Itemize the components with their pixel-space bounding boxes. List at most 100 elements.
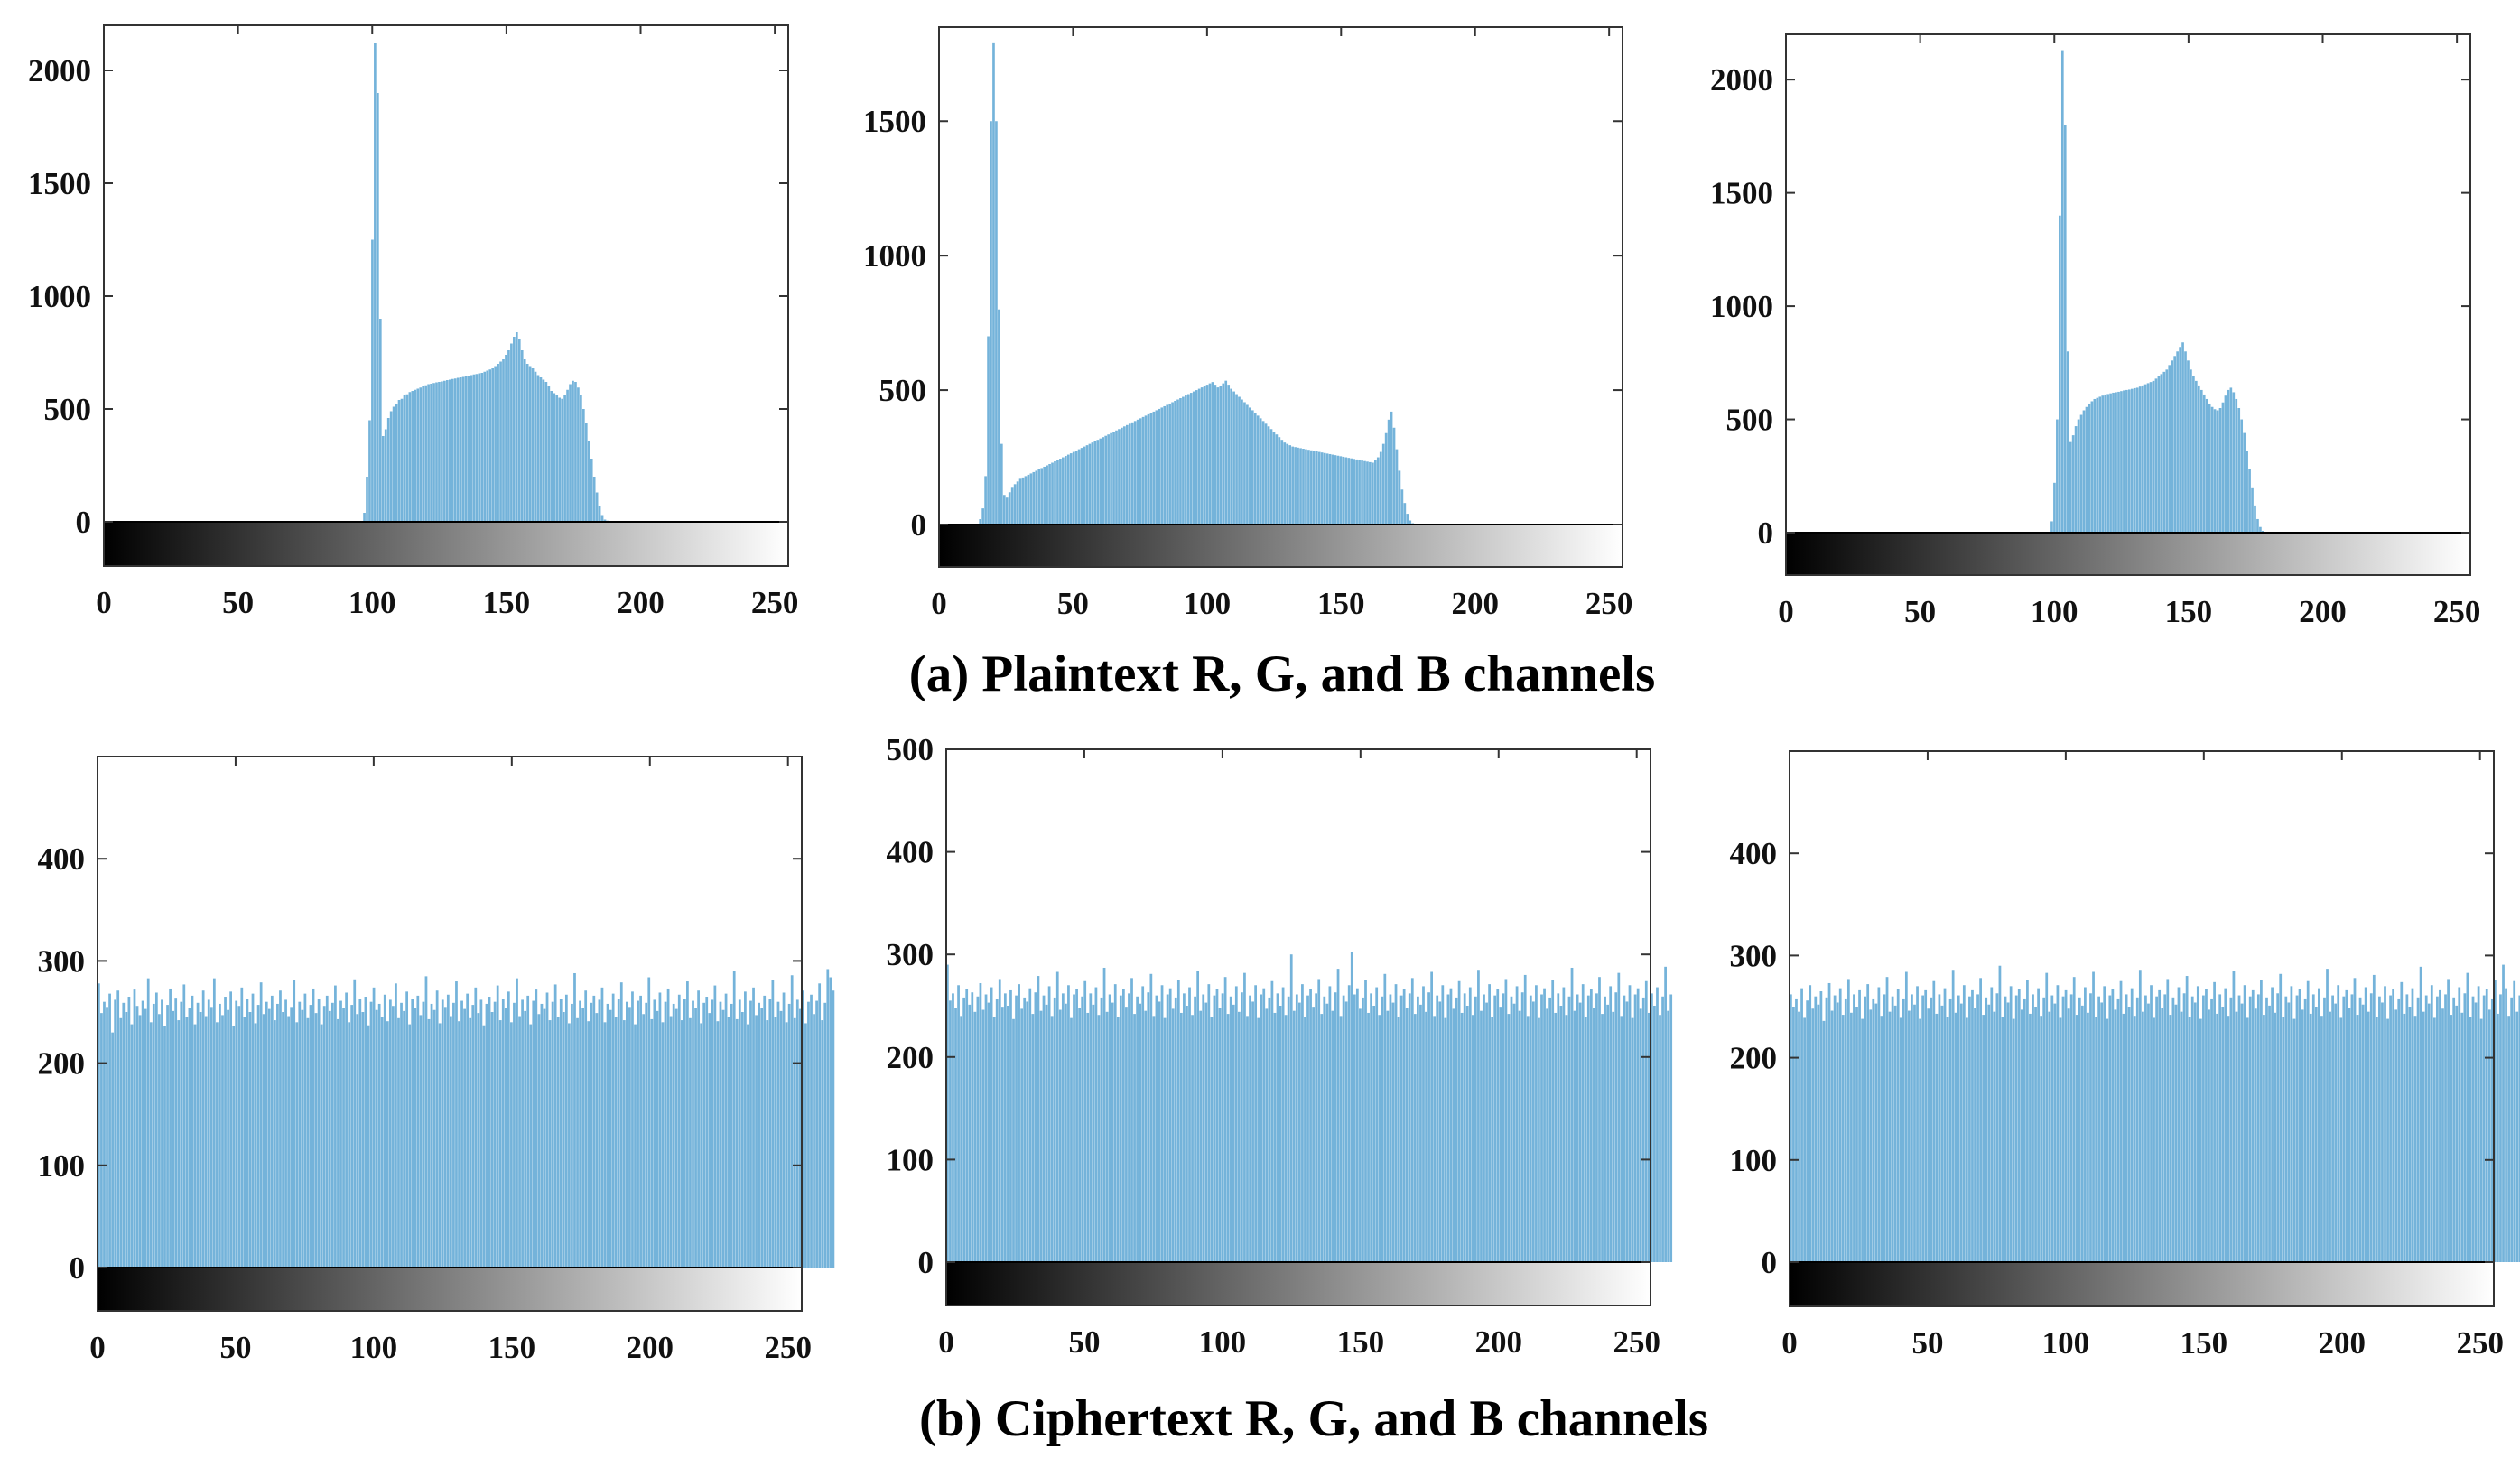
histogram-bar: [645, 1002, 648, 1268]
histogram-bar: [1885, 977, 1889, 1262]
x-tick-label: 150: [2181, 1325, 2228, 1361]
histogram-bar: [400, 398, 404, 522]
histogram-bar: [477, 1013, 480, 1268]
histogram-bar: [1987, 1004, 1991, 1262]
histogram-bar: [2237, 408, 2241, 533]
histogram-bar: [2334, 1003, 2338, 1262]
histogram-bar: [2405, 994, 2409, 1262]
histogram-bar: [452, 1002, 455, 1268]
histogram-bar: [1275, 434, 1279, 525]
histogram-bar: [525, 364, 529, 522]
histogram-bar: [708, 1013, 711, 1268]
histogram-bar: [221, 1015, 224, 1268]
x-tick-label: 50: [222, 585, 254, 620]
histogram-bar: [1419, 1004, 1422, 1262]
histogram-bar: [224, 997, 227, 1268]
histogram-bar: [453, 378, 457, 522]
histogram-bar: [464, 376, 468, 522]
histogram-bar: [572, 380, 574, 522]
y-tick-label: 1000: [1710, 289, 1773, 324]
histogram-bar: [510, 1022, 513, 1268]
histogram-bar: [1227, 385, 1231, 525]
histogram-bar: [2171, 360, 2174, 533]
x-tick-label: 250: [751, 585, 799, 620]
histogram-bar: [458, 1021, 460, 1268]
histogram-bar: [2106, 394, 2109, 533]
histogram-bar: [405, 991, 408, 1268]
histogram-bar: [2314, 1007, 2318, 1262]
histogram-bar: [1125, 424, 1129, 525]
histogram-bar: [414, 1008, 417, 1268]
histogram-bar: [2199, 1018, 2202, 1262]
histogram-bar: [188, 1008, 191, 1268]
histogram-bar: [1182, 396, 1185, 525]
histogram-bar: [1067, 985, 1070, 1262]
histogram-bar: [1091, 442, 1094, 525]
histogram-bar: [1016, 481, 1019, 525]
histogram-bar: [2133, 387, 2136, 533]
histogram-bar: [451, 378, 454, 522]
histogram-bar: [1205, 385, 1209, 525]
histogram-bar: [469, 1017, 472, 1268]
histogram-bar: [2466, 972, 2469, 1262]
histogram-bar: [1474, 996, 1477, 1262]
histogram-bar: [1631, 1017, 1634, 1262]
histogram-bar: [430, 1003, 433, 1268]
x-tick-label: 50: [1911, 1325, 1943, 1361]
histogram-bar: [598, 506, 601, 522]
histogram-bar: [1185, 395, 1187, 525]
histogram-bar: [1050, 1016, 1054, 1262]
histogram-bar: [2243, 432, 2246, 533]
histogram-bar: [1342, 456, 1345, 525]
histogram-bar: [1402, 989, 1406, 1262]
histogram-bar: [1187, 394, 1190, 525]
histogram-bar: [2260, 980, 2263, 1262]
histogram-bar: [2419, 966, 2422, 1262]
histogram-bar: [2232, 971, 2236, 1262]
histogram-bar: [1189, 393, 1193, 525]
histogram-bar: [1055, 971, 1059, 1262]
histogram-bar: [2146, 383, 2150, 533]
histogram-bar: [2053, 1003, 2057, 1262]
histogram-bar: [724, 993, 728, 1268]
histogram-bar: [740, 1012, 744, 1268]
histogram-bar: [513, 1002, 516, 1268]
histogram-bar: [1037, 976, 1040, 1262]
histogram-bar: [628, 1007, 631, 1268]
histogram-bar: [1307, 450, 1310, 525]
axes-frame: [97, 756, 803, 1312]
y-tick-label: 0: [911, 507, 927, 543]
histogram-bar: [2174, 1004, 2178, 1262]
histogram-bar: [2101, 395, 2105, 533]
histogram-bar: [381, 436, 385, 522]
histogram-bar: [1578, 1002, 1582, 1262]
histogram-bar: [422, 386, 425, 522]
histogram-bar: [180, 1001, 183, 1268]
histogram-bar: [2050, 995, 2054, 1262]
histogram-bar: [1197, 388, 1201, 525]
histogram-bar: [771, 980, 775, 1268]
x-tick-label: 100: [2042, 1325, 2090, 1361]
histogram-bar: [471, 1005, 475, 1268]
histogram-bar: [1548, 997, 1552, 1262]
histogram-bar: [1374, 460, 1377, 525]
histogram-bar: [2224, 988, 2227, 1262]
histogram-bar: [2034, 1007, 2037, 1262]
histogram-bar: [617, 999, 620, 1268]
histogram-bar: [547, 386, 551, 522]
histogram-bar: [1018, 984, 1020, 1262]
histogram-bar: [680, 1020, 683, 1268]
histogram-bar: [2318, 988, 2320, 1262]
histogram-panel-1: 0 500 1000 1500 2000 0 50 100 150 200 250: [28, 24, 799, 620]
histogram-bar: [1107, 434, 1110, 525]
histogram-bar: [405, 394, 409, 522]
histogram-bar: [470, 375, 473, 522]
histogram-bar: [282, 1012, 284, 1268]
histogram-bar: [1108, 994, 1111, 1262]
histogram-bar: [534, 371, 537, 522]
histogram-bar: [2160, 374, 2163, 533]
axes-frame: [945, 748, 1651, 1306]
histogram-bar: [569, 384, 572, 522]
histogram-bar: [1223, 977, 1227, 1262]
histogram-bar: [1115, 430, 1118, 525]
